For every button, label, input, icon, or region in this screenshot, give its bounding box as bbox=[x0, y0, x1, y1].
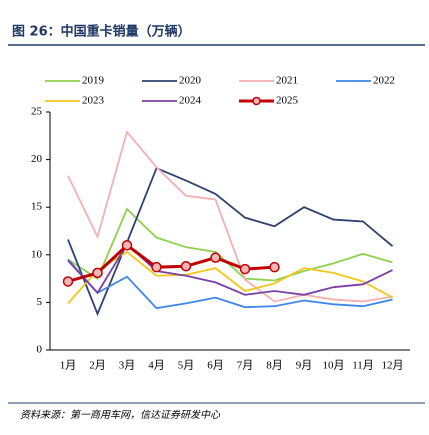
x-tick-label: 11月 bbox=[352, 360, 374, 372]
legend-label: 2025 bbox=[276, 95, 299, 107]
series-line bbox=[67, 258, 393, 310]
series-line bbox=[67, 207, 393, 282]
point-marker bbox=[239, 263, 251, 275]
x-tick-label: 2月 bbox=[89, 360, 106, 372]
x-tick-label: 8月 bbox=[266, 360, 283, 372]
point-marker bbox=[92, 267, 103, 279]
point-marker bbox=[62, 276, 74, 287]
y-tick-label: 5 bbox=[37, 296, 43, 308]
y-tick-label: 15 bbox=[31, 201, 43, 213]
legend-label: 2021 bbox=[276, 75, 298, 87]
point-marker bbox=[151, 261, 162, 273]
point-marker bbox=[269, 261, 280, 273]
legend-label: 2020 bbox=[179, 75, 202, 87]
y-tick-label: 20 bbox=[31, 153, 43, 165]
x-tick-label: 7月 bbox=[237, 360, 254, 372]
series-line bbox=[67, 250, 393, 304]
x-tick-label: 10月 bbox=[323, 360, 345, 372]
y-tick-label: 0 bbox=[37, 344, 43, 356]
y-tick-label: 10 bbox=[31, 248, 43, 260]
legend-marker bbox=[252, 96, 261, 106]
x-tick-label: 3月 bbox=[119, 360, 136, 372]
chart-title: 图 26：中国重卡销量（万辆） bbox=[12, 24, 191, 40]
legend-label: 2019 bbox=[82, 75, 105, 87]
x-tick-label: 5月 bbox=[178, 360, 195, 372]
legend-label: 2024 bbox=[179, 95, 202, 107]
x-tick-label: 9月 bbox=[296, 360, 313, 372]
series-line bbox=[67, 130, 393, 303]
x-tick-label: 4月 bbox=[148, 360, 165, 372]
series-line bbox=[67, 242, 393, 296]
y-tick-label: 25 bbox=[31, 106, 43, 118]
point-marker bbox=[180, 260, 192, 272]
x-tick-label: 12月 bbox=[382, 360, 404, 372]
point-marker bbox=[210, 252, 221, 263]
legend-label: 2022 bbox=[373, 75, 395, 87]
x-tick-label: 6月 bbox=[207, 360, 224, 372]
series-line bbox=[67, 243, 275, 283]
legend-label: 2023 bbox=[82, 95, 105, 107]
source: 资料来源：第一商用车网，信达证券研发中心 bbox=[20, 409, 221, 421]
point-marker bbox=[121, 240, 133, 251]
x-tick-label: 1月 bbox=[60, 360, 77, 372]
